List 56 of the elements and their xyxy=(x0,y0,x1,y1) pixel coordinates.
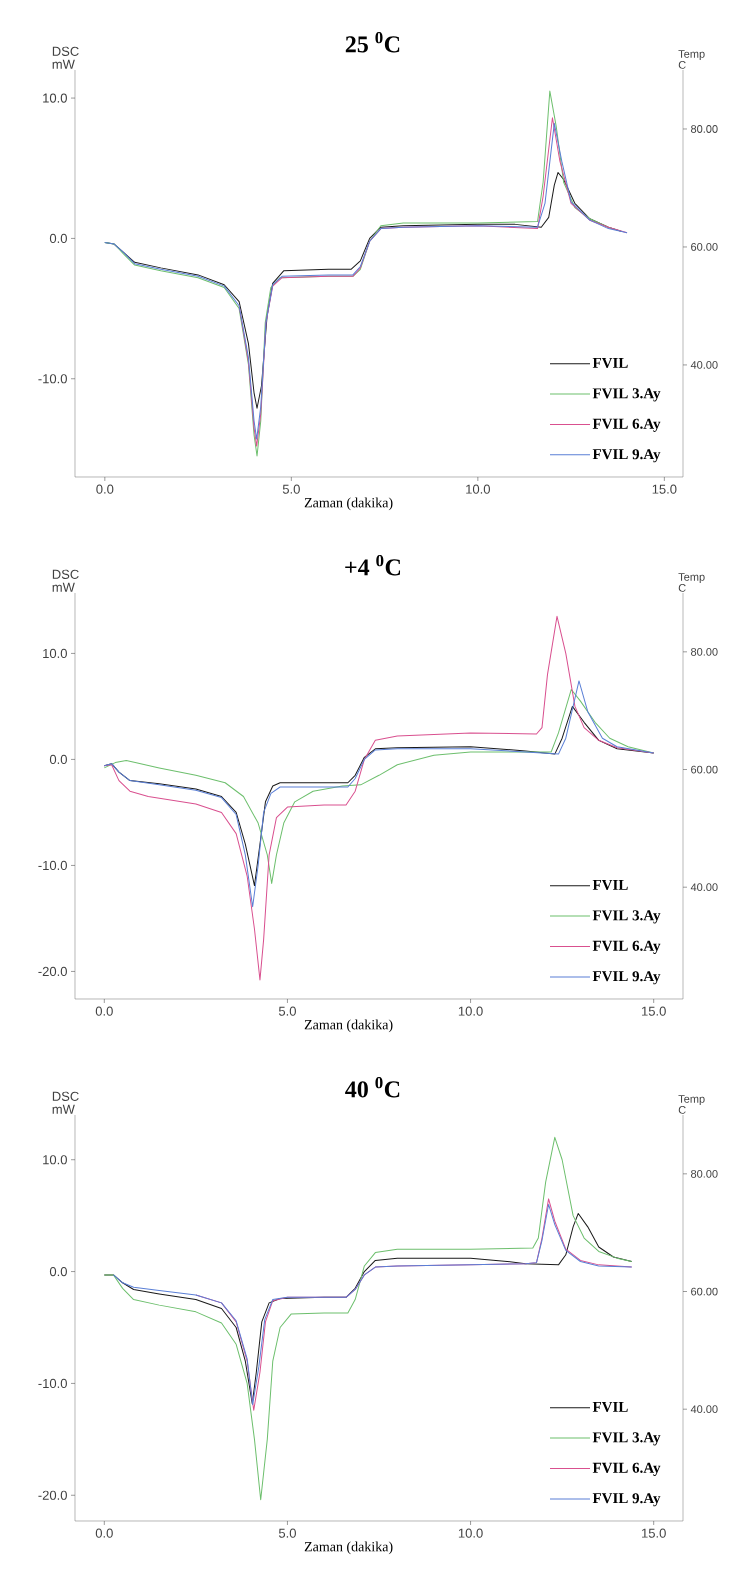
y2-tick-label: 80.00 xyxy=(691,647,718,656)
y2-tick-label: 60.00 xyxy=(691,243,718,251)
y-axis-title: DSC mW xyxy=(52,569,79,592)
y-tick-label: 0.0 xyxy=(49,754,67,765)
x-axis-title: Zaman (dakika) xyxy=(304,1019,393,1033)
y2-tick-label: 60.00 xyxy=(691,1287,718,1296)
x-tick-label: 5.0 xyxy=(282,484,300,494)
y2-tick-label: 40.00 xyxy=(690,883,718,892)
y-tick-label: -20.0 xyxy=(38,966,67,977)
legend-label: FVIL 9.Ay xyxy=(592,1493,661,1507)
y2-tick-label: 60.00 xyxy=(691,765,718,774)
y-axis-title: DSC mW xyxy=(52,46,79,69)
y-tick-label: 10.0 xyxy=(43,93,67,103)
chart-title: 40 $^{0}$C xyxy=(345,1077,400,1098)
x-tick-label: 15.0 xyxy=(652,484,677,494)
y2-tick-label: 80.00 xyxy=(691,1169,718,1178)
x-tick-label: 15.0 xyxy=(642,1528,666,1538)
y-tick-label: 10.0 xyxy=(43,648,67,659)
y-axis-title: DSC mW xyxy=(52,1091,79,1114)
y-tick-label: 0.0 xyxy=(49,233,67,244)
chart-title: 25 $^{0}$C xyxy=(345,32,400,53)
y-tick-label: -10.0 xyxy=(38,1378,67,1389)
x-tick-label: 5.0 xyxy=(278,1006,296,1016)
y2-tick-label: 40.00 xyxy=(690,1405,718,1414)
x-tick-label: 10.0 xyxy=(458,1006,483,1016)
legend-label: FVIL 6.Ay xyxy=(592,1462,661,1476)
y2-tick-label: 80.00 xyxy=(691,125,718,133)
x-tick-label: 0.0 xyxy=(96,484,114,494)
x-axis-title: Zaman (dakika) xyxy=(304,497,393,511)
legend-label: FVIL 9.Ay xyxy=(592,449,661,463)
y-tick-label: -10.0 xyxy=(38,374,67,384)
y-tick-label: 10.0 xyxy=(43,1155,67,1165)
y-tick-label: -20.0 xyxy=(38,1490,67,1500)
x-axis-title: Zaman (dakika) xyxy=(304,1541,393,1555)
legend-label: FVIL 6.Ay xyxy=(592,940,661,954)
y2-axis-title: Temp C xyxy=(678,1095,705,1114)
legend-label: FVIL xyxy=(592,1402,628,1413)
legend-label: FVIL 3.Ay xyxy=(592,910,661,924)
x-tick-label: 15.0 xyxy=(642,1006,666,1016)
y-tick-label: -10.0 xyxy=(38,860,67,871)
x-tick-label: 5.0 xyxy=(278,1528,296,1538)
legend-label: FVIL 6.Ay xyxy=(592,418,661,432)
x-tick-label: 10.0 xyxy=(466,484,490,494)
y2-tick-label: 40.00 xyxy=(690,361,718,369)
x-tick-label: 0.0 xyxy=(95,1006,113,1016)
y2-axis-title: Temp C xyxy=(678,573,705,592)
x-tick-label: 0.0 xyxy=(95,1528,113,1538)
y2-axis-title: Temp C xyxy=(678,50,705,69)
chart-title: +4 $^{0}$C xyxy=(345,555,401,576)
y-tick-label: 0.0 xyxy=(49,1266,67,1277)
legend-label: FVIL 3.Ay xyxy=(592,1432,661,1446)
x-tick-label: 10.0 xyxy=(458,1528,483,1538)
legend-label: FVIL 9.Ay xyxy=(592,971,661,985)
legend-label: FVIL xyxy=(592,357,628,369)
legend-label: FVIL 3.Ay xyxy=(592,388,661,402)
legend-label: FVIL xyxy=(592,880,628,891)
